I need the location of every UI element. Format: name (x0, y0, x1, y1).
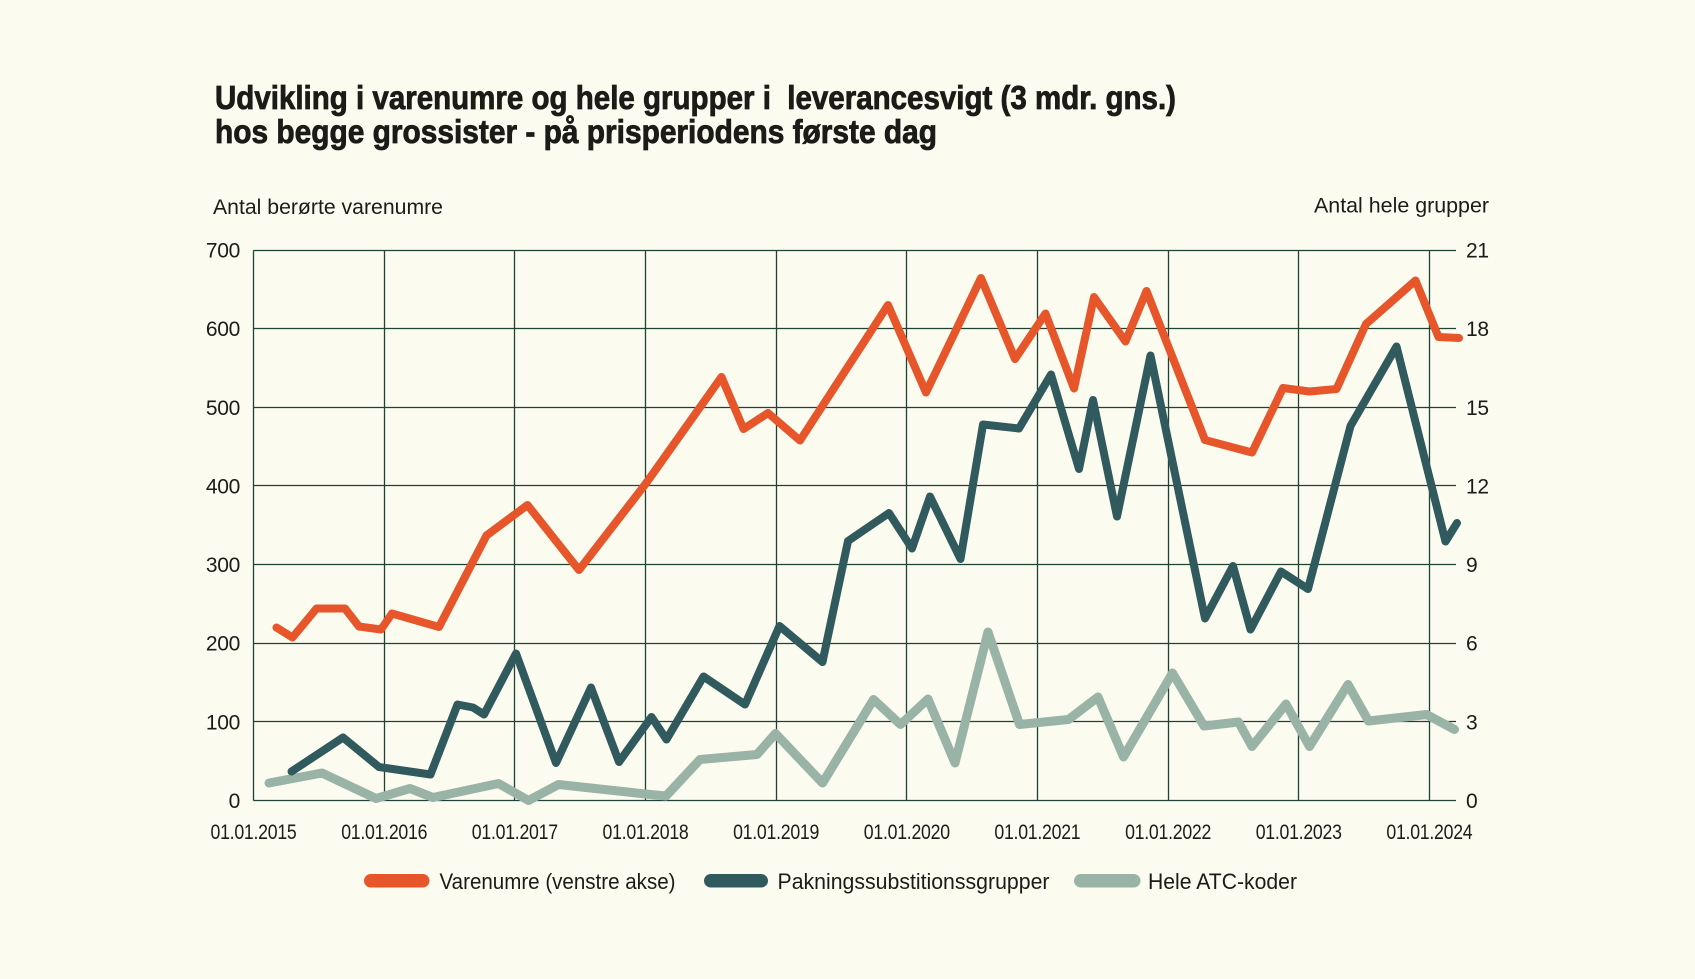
svg-text:6: 6 (1466, 633, 1477, 656)
svg-text:700: 700 (206, 240, 240, 263)
svg-text:01.01.2020: 01.01.2020 (864, 821, 950, 844)
svg-text:Varenumre (venstre akse): Varenumre (venstre akse) (440, 869, 676, 894)
svg-text:01.01.2015: 01.01.2015 (211, 821, 297, 844)
svg-text:500: 500 (206, 397, 240, 420)
svg-text:200: 200 (206, 633, 240, 656)
svg-text:01.01.2022: 01.01.2022 (1125, 821, 1211, 844)
svg-text:0: 0 (1466, 790, 1477, 813)
svg-text:01.01.2021: 01.01.2021 (994, 821, 1080, 844)
svg-text:01.01.2016: 01.01.2016 (341, 821, 427, 844)
svg-text:01.01.2023: 01.01.2023 (1256, 821, 1342, 844)
svg-text:01.01.2018: 01.01.2018 (603, 821, 689, 844)
svg-text:Antal hele grupper: Antal hele grupper (1314, 195, 1489, 218)
svg-text:18: 18 (1466, 318, 1489, 341)
svg-text:Antal berørte varenumre: Antal berørte varenumre (213, 196, 443, 219)
svg-text:0: 0 (229, 790, 240, 813)
svg-text:21: 21 (1466, 240, 1489, 263)
svg-text:01.01.2024: 01.01.2024 (1386, 821, 1473, 844)
svg-text:01.01.2019: 01.01.2019 (733, 821, 819, 844)
svg-text:15: 15 (1466, 397, 1489, 420)
svg-text:400: 400 (206, 475, 240, 498)
svg-text:hos begge grossister - på pris: hos begge grossister - på prisperiodens … (215, 113, 937, 150)
svg-text:Pakningssubstitionssgrupper: Pakningssubstitionssgrupper (778, 869, 1050, 894)
svg-text:600: 600 (206, 318, 240, 341)
svg-text:300: 300 (206, 554, 240, 577)
svg-text:Hele ATC-koder: Hele ATC-koder (1148, 869, 1297, 894)
svg-text:9: 9 (1466, 554, 1477, 577)
svg-text:12: 12 (1466, 475, 1489, 498)
svg-text:01.01.2017: 01.01.2017 (472, 821, 558, 844)
svg-text:100: 100 (206, 711, 240, 734)
svg-text:3: 3 (1466, 711, 1477, 734)
svg-text:Udvikling i varenumre og hele: Udvikling i varenumre og hele grupper i … (215, 79, 1176, 116)
